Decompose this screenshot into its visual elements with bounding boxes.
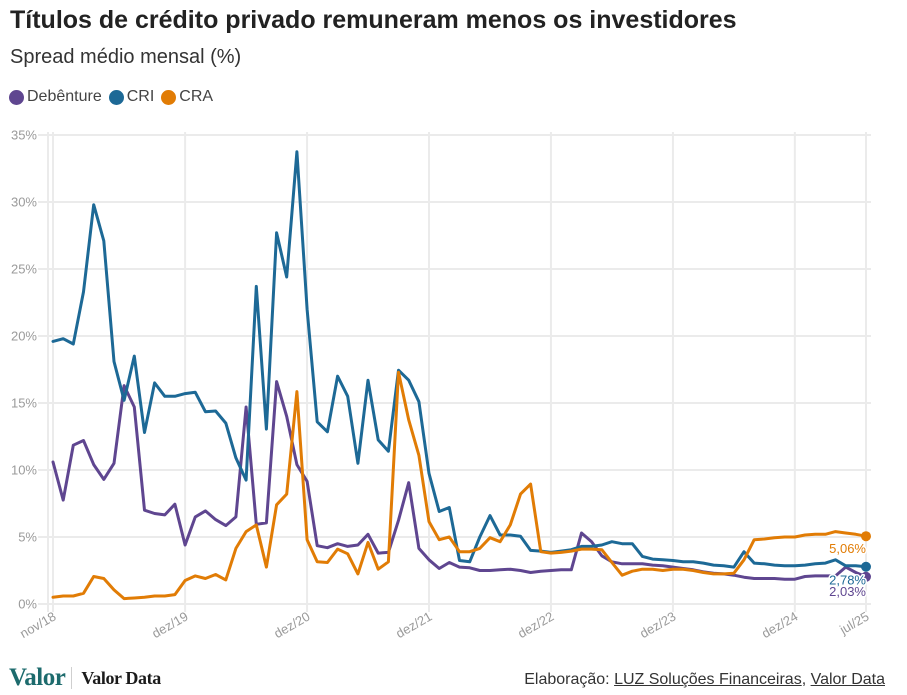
y-tick-label: 0% — [18, 597, 37, 612]
legend-item-cra[interactable]: CRA — [161, 87, 213, 107]
series-line-cra[interactable] — [51, 370, 868, 601]
valor-logo[interactable]: Valor Valor Data — [9, 665, 161, 691]
end-point-debenture[interactable] — [861, 571, 871, 582]
legend-dot-debenture-icon — [9, 89, 24, 105]
gridlines — [38, 132, 871, 612]
x-tick-label: dez/19 — [149, 609, 190, 642]
legend-item-debenture[interactable]: Debênture — [9, 87, 102, 107]
x-tick-label: dez/24 — [759, 609, 800, 642]
end-point-cri[interactable] — [861, 561, 871, 572]
legend-label: CRA — [179, 88, 214, 105]
y-tick-label: 10% — [11, 463, 37, 478]
chart-title: Títulos de crédito privado remuneram men… — [10, 6, 737, 34]
end-labels: 2,03%2,78% 5,06% — [828, 540, 868, 601]
end-label-cra: 5,06% — [829, 541, 866, 556]
logo-valor-text: Valor — [9, 664, 66, 691]
credits-separator: , — [801, 671, 811, 688]
source-link-luz[interactable]: LUZ Soluções Financeiras — [614, 671, 802, 688]
x-tick-label: dez/22 — [515, 609, 556, 642]
footer: Valor Valor Data Elaboração: LUZ Soluçõe… — [0, 662, 907, 695]
y-tick-label: 35% — [11, 128, 37, 143]
x-tick-label: jul/25 — [836, 609, 871, 638]
logo-divider — [71, 667, 73, 689]
y-tick-label: 20% — [11, 329, 37, 344]
legend-label: Debênture — [27, 88, 102, 105]
legend: Debênture CRI CRA — [9, 87, 220, 107]
end-point-cra[interactable] — [861, 531, 871, 542]
end-label-debenture: 2,03% — [829, 584, 866, 599]
x-tick-label: nov/18 — [17, 609, 58, 642]
y-tick-label: 15% — [11, 396, 37, 411]
source-link-valor-data[interactable]: Valor Data — [810, 671, 885, 688]
credits: Elaboração: LUZ Soluções Financeiras, Va… — [524, 671, 885, 689]
x-tick-label: dez/21 — [393, 609, 434, 642]
legend-dot-cri-icon — [108, 89, 124, 105]
y-tick-label: 5% — [18, 530, 37, 545]
chart-subtitle: Spread médio mensal (%) — [10, 46, 242, 68]
series-line-cri[interactable] — [51, 150, 868, 569]
y-tick-label: 25% — [11, 262, 37, 277]
series-lines — [51, 150, 871, 601]
end-label-cri: 2,78% — [829, 573, 866, 588]
credits-prefix: Elaboração: — [524, 671, 615, 688]
legend-label: CRI — [126, 88, 155, 105]
x-tick-label: dez/23 — [637, 609, 678, 642]
x-tick-label: dez/20 — [271, 609, 312, 642]
y-tick-label: 30% — [11, 195, 37, 210]
logo-valor-data-text: Valor Data — [81, 668, 161, 688]
legend-item-cri[interactable]: CRI — [108, 87, 155, 107]
legend-dot-cra-icon — [161, 89, 177, 105]
